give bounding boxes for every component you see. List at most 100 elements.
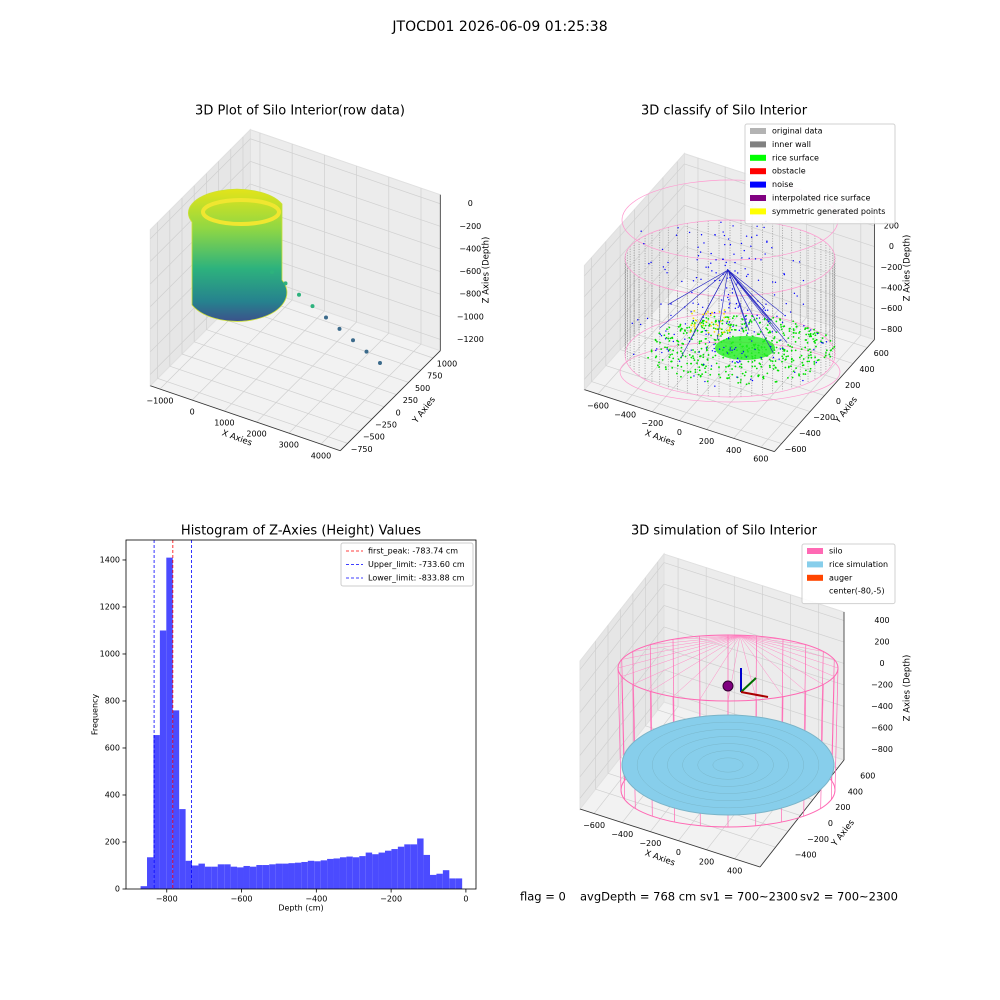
- noise: [722, 231, 724, 233]
- silo-roof: [739, 635, 824, 652]
- noise: [665, 330, 667, 332]
- rice-surface: [813, 328, 815, 331]
- rice-surface: [727, 374, 730, 376]
- noise: [659, 333, 661, 335]
- rice-surface: [801, 361, 804, 364]
- rice-surface: [698, 340, 701, 343]
- symmetric-point: [710, 324, 712, 327]
- noise: [643, 242, 645, 245]
- noise: [648, 262, 650, 265]
- rice-surface: [727, 365, 730, 368]
- x-tick-label: 400: [726, 446, 741, 455]
- rice-surface: [763, 318, 766, 321]
- rice-surface: [738, 365, 741, 368]
- noise: [708, 341, 711, 343]
- y-tick-label: 250: [403, 396, 418, 405]
- rice-surface: [806, 341, 809, 344]
- legend-label: obstacle: [772, 167, 806, 176]
- rice-surface: [726, 332, 729, 334]
- rice-surface: [696, 329, 699, 332]
- rice-surface: [702, 353, 705, 356]
- rice-surface: [794, 340, 797, 343]
- rice-surface: [792, 320, 795, 323]
- rice-surface: [665, 368, 667, 371]
- rice-surface: [701, 373, 704, 376]
- rice-surface: [688, 353, 691, 356]
- bar: [204, 866, 212, 889]
- z-tick-label: −800: [871, 745, 893, 754]
- noise-ray: [716, 269, 729, 340]
- x-tick-label: −600: [231, 895, 253, 904]
- noise: [703, 363, 705, 366]
- rice-surface: [768, 364, 771, 367]
- z-grid-line: [579, 669, 665, 778]
- bar: [256, 865, 263, 889]
- noise: [753, 331, 755, 333]
- rice-surface: [663, 334, 666, 337]
- noise: [782, 347, 784, 350]
- x-tick-label: 2000: [246, 430, 266, 439]
- z-tick-label: 0: [879, 659, 884, 668]
- noise: [733, 253, 735, 255]
- rice-surface: [740, 363, 743, 366]
- rice-surface: [816, 359, 819, 362]
- noise: [802, 379, 804, 382]
- noise: [816, 332, 819, 335]
- rice-surface: [654, 339, 657, 342]
- rice-surface: [692, 349, 694, 351]
- rice-surface: [776, 341, 778, 344]
- rice-surface: [754, 365, 756, 368]
- symmetric-point: [717, 333, 720, 336]
- noise: [748, 257, 750, 260]
- outlier-point: [297, 292, 301, 297]
- noise: [670, 303, 672, 305]
- rice-surface: [783, 325, 786, 328]
- bar: [166, 557, 173, 889]
- y-tick-label: 1200: [100, 602, 120, 611]
- noise: [742, 351, 745, 353]
- z-grid-line: [684, 204, 875, 268]
- x-tick-label: 4000: [311, 452, 331, 461]
- noise: [766, 241, 768, 243]
- noise: [728, 307, 730, 309]
- legend-swatch: [750, 181, 766, 188]
- rice-surface: [739, 381, 742, 384]
- rice-surface: [790, 365, 792, 368]
- bar: [211, 866, 218, 889]
- rice-surface: [773, 364, 775, 367]
- bar: [327, 858, 334, 889]
- outlier-point: [337, 326, 342, 331]
- noise: [705, 333, 707, 335]
- rice-surface: [788, 365, 790, 368]
- y-grid-line: [218, 317, 409, 383]
- noise: [745, 318, 747, 320]
- noise: [779, 348, 782, 350]
- rice-surface: [791, 376, 794, 379]
- rice-surface: [708, 325, 710, 327]
- noise: [740, 242, 743, 245]
- noise: [724, 264, 726, 267]
- z-tick-label: −200: [880, 263, 902, 272]
- noise: [820, 341, 823, 344]
- legend-label: interpolated rice surface: [772, 194, 870, 203]
- y-tick-label: −600: [785, 445, 807, 454]
- x-tick-label: −600: [587, 402, 609, 411]
- noise: [724, 243, 726, 246]
- noise: [720, 299, 723, 301]
- noise: [754, 258, 757, 260]
- noise: [750, 245, 752, 247]
- rice-surface: [720, 335, 722, 337]
- rice-surface: [789, 327, 791, 330]
- z-grid-line: [663, 583, 845, 643]
- noise: [640, 230, 642, 232]
- rice-surface: [680, 350, 682, 353]
- x-tick-label: 1000: [214, 419, 234, 428]
- rice-surface: [661, 359, 664, 361]
- y-tick-label: −200: [807, 835, 829, 844]
- rice-surface: [715, 362, 718, 365]
- silo-roof: [621, 635, 741, 677]
- y-tick-label: −750: [351, 445, 373, 454]
- legend-swatch: [750, 208, 766, 215]
- noise: [655, 349, 657, 352]
- rice-surface: [774, 367, 777, 369]
